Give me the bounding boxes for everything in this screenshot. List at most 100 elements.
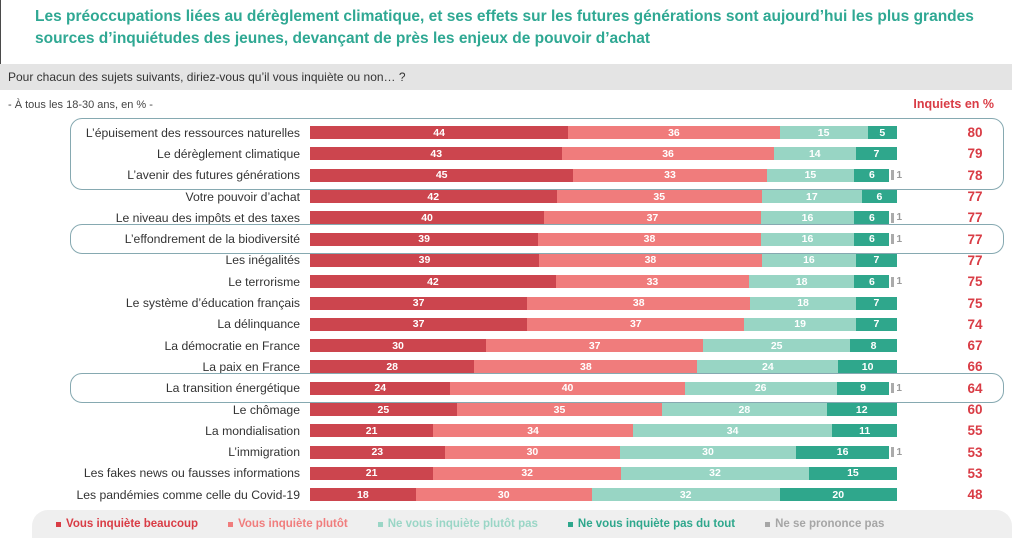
segment-series-4: 12 (826, 403, 897, 416)
total-worried-value: 48 (967, 487, 983, 503)
segment-series-1: 40 (310, 211, 545, 225)
segment-series-1: 18 (310, 488, 416, 502)
no-answer-value: 1 (896, 169, 903, 181)
segment-series-2: 37 (486, 339, 704, 353)
segment-series-3: 28 (662, 403, 827, 416)
chart-legend: Vous inquiète beaucoup Vous inquiète plut… (32, 510, 1012, 538)
segment-series-2: 38 (474, 360, 698, 374)
segment-series-2: 38 (527, 296, 751, 310)
segment-series-1: 23 (310, 445, 445, 459)
segment-series-3: 34 (632, 424, 833, 438)
segment-series-1: 21 (310, 466, 434, 480)
segment-series-1: 25 (310, 403, 457, 416)
total-worried-value: 74 (967, 316, 983, 332)
segment-series-3: 32 (591, 488, 780, 502)
legend-marker-icon (377, 521, 383, 527)
segment-series-3: 18 (750, 296, 856, 310)
segment-series-1: 21 (310, 424, 434, 438)
total-worried-value: 77 (967, 252, 983, 268)
total-worried-value: 53 (967, 444, 983, 460)
segment-series-4: 10 (838, 360, 897, 374)
stacked-bar: 24 40 26 9 1 (310, 381, 902, 395)
legend-label: Ne se prononce pas (775, 518, 885, 530)
segment-series-4: 6 (854, 275, 890, 289)
total-worried-value: 53 (967, 465, 983, 481)
category-label: Le dérèglement climatique (157, 146, 300, 161)
legend-item: Ne se prononce pas (765, 518, 884, 530)
legend-marker-icon (567, 521, 573, 527)
chart-row: Le chômage 25 35 28 12 60 (0, 399, 1024, 420)
total-worried-value: 80 (967, 125, 983, 141)
segment-series-2: 30 (415, 488, 592, 502)
segment-series-2: 32 (433, 466, 622, 480)
total-worried-value: 75 (967, 274, 983, 290)
page-title: Les préoccupations liées au dérèglement … (35, 8, 974, 47)
segment-series-1: 45 (310, 168, 574, 182)
chart-row: Les inégalités 39 38 16 7 77 (0, 250, 1024, 271)
segment-series-3: 17 (761, 190, 862, 204)
base-note: - À tous les 18-30 ans, en % - (8, 99, 153, 111)
chart-row: L’effondrement de la biodiversité 39 38 16 6… (0, 228, 1024, 249)
segment-series-3: 14 (773, 147, 856, 161)
segment-series-3: 26 (684, 381, 837, 395)
segment-series-4: 6 (861, 190, 897, 204)
legend-label: Vous inquiète beaucoup (66, 518, 199, 530)
segment-series-2: 37 (527, 317, 745, 331)
segment-series-1: 44 (310, 126, 569, 140)
segment-series-2: 40 (450, 381, 685, 395)
question-bar: Pour chacun des sujets suivants, diriez-… (0, 64, 1012, 90)
chart-row: Les pandémies comme celle du Covid-19 18 3… (0, 484, 1024, 505)
stacked-bar: 21 32 32 15 (310, 466, 902, 480)
segment-series-3: 32 (621, 466, 809, 480)
segment-series-3: 15 (766, 168, 855, 182)
chart-row: La mondialisation 21 34 34 11 55 (0, 420, 1024, 441)
category-label: Le chômage (232, 402, 300, 417)
segment-no-answer (891, 170, 895, 181)
chart-row: Le dérèglement climatique 43 36 14 7 79 (0, 143, 1024, 164)
segment-series-3: 18 (748, 275, 855, 289)
segment-series-4: 5 (867, 126, 897, 140)
segment-no-answer (891, 447, 895, 458)
segment-series-4: 7 (855, 317, 897, 331)
totals-column-header: Inquiets en % (913, 97, 994, 111)
segment-series-4: 16 (795, 445, 890, 459)
segment-series-2: 30 (444, 445, 621, 459)
segment-series-4: 7 (855, 253, 897, 267)
segment-no-answer (891, 276, 895, 287)
category-label: Le niveau des impôts et des taxes (115, 210, 300, 225)
segment-no-answer (891, 234, 895, 245)
stacked-bar: 23 30 30 16 1 (310, 445, 902, 459)
segment-series-2: 38 (538, 253, 762, 267)
category-label: La transition énergétique (165, 381, 300, 396)
stacked-bar: 18 30 32 20 (310, 488, 902, 502)
total-worried-value: 77 (967, 210, 983, 226)
chart-row: Le système d’éducation français 37 38 18 7 75 (0, 292, 1024, 313)
chart-row: L’épuisement des ressources naturelles 44… (0, 122, 1024, 143)
segment-series-1: 28 (310, 360, 475, 374)
stacked-bar: 45 33 15 6 1 (310, 168, 903, 182)
segment-series-2: 33 (573, 168, 767, 182)
segment-series-1: 43 (310, 147, 563, 161)
chart-rows: L’épuisement des ressources naturelles 44… (0, 117, 1024, 505)
total-worried-value: 60 (967, 402, 983, 417)
stacked-bar: 44 36 15 5 (310, 126, 902, 140)
no-answer-value: 1 (896, 276, 903, 288)
chart-row: La délinquance 37 37 19 7 74 (0, 314, 1024, 335)
segment-series-4: 6 (854, 211, 890, 225)
total-worried-value: 66 (967, 359, 983, 375)
stacked-bar: 42 33 18 6 1 (310, 275, 903, 289)
category-label: Les pandémies comme celle du Covid-19 (76, 487, 300, 502)
stacked-bar: 43 36 14 7 (310, 147, 902, 161)
total-worried-value: 79 (967, 146, 983, 162)
legend-item: Vous inquiète plutôt (228, 518, 348, 530)
category-label: La mondialisation (205, 423, 300, 438)
category-label: Le terrorisme (228, 274, 300, 289)
total-worried-value: 64 (967, 380, 983, 396)
left-edge-rule (0, 0, 1, 90)
category-label: Les inégalités (225, 253, 300, 268)
category-label: La délinquance (217, 317, 300, 332)
stacked-bar: 21 34 34 11 (310, 424, 902, 438)
legend-item: Ne vous inquiète plutôt pas (377, 518, 538, 530)
segment-series-4: 6 (854, 232, 890, 246)
segment-series-3: 16 (760, 232, 855, 246)
